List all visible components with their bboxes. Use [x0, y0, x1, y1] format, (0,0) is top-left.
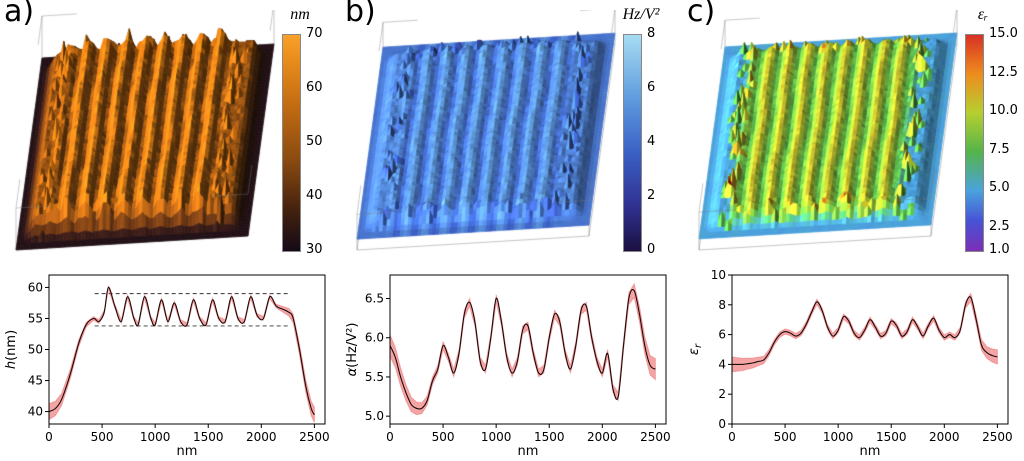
colorbar-title-permittivity: εᵣ	[977, 6, 989, 23]
y-axis-label: h(nm)	[4, 330, 19, 369]
colorbar-dissipation: Hz/V² 8 6 4 2 0	[621, 6, 681, 264]
panel-c: c) εᵣ 15.0 12.5 10.0 7.5 5.0 2.5 1.0 0 2 4 6 8 10 0 5…	[683, 0, 1024, 461]
x-tick-label: 2500	[299, 430, 330, 444]
error-band	[390, 282, 656, 416]
y-tick-label: 8	[718, 298, 726, 312]
profile-line	[732, 296, 998, 365]
y-tick-label: 45	[28, 374, 43, 388]
x-tick-label: 1500	[534, 430, 565, 444]
x-axis-label: nm	[518, 444, 539, 459]
panel-label-c: c)	[687, 0, 716, 29]
surface-3d-topography	[4, 10, 282, 262]
y-tick-label: 50	[28, 343, 43, 357]
colorbar-permittivity: εᵣ 15.0 12.5 10.0 7.5 5.0 2.5 1.0	[963, 6, 1023, 264]
x-tick-label: 1000	[481, 430, 512, 444]
colorbar-tick-label: 50	[306, 134, 323, 149]
colorbar-gradient	[623, 34, 642, 252]
y-tick-label: 60	[28, 280, 43, 294]
panel-b: b) Hz/V² 8 6 4 2 0 5.0 5.5 6.0 6.5 0 500 1000 1500 2…	[341, 0, 683, 461]
colorbar-title-dissipation: Hz/V²	[622, 6, 660, 23]
x-tick-label: 2000	[587, 430, 618, 444]
colorbar-tick-label: 40	[306, 188, 323, 203]
y-tick-label: 0	[718, 417, 726, 431]
plot-frame	[731, 274, 1009, 425]
y-axis-label: α(Hz/V²)	[345, 323, 360, 377]
colorbar-tick-label: 15.0	[989, 26, 1018, 41]
colorbar-tick-label: 10.0	[989, 103, 1018, 119]
x-tick-label: 0	[386, 430, 394, 444]
panel-label-b: b)	[345, 0, 376, 29]
surface-3d-dissipation	[345, 10, 623, 262]
panel-a: a) nm 70 60 50 40 30 40 45 50 55 60 0 500 1000 1500 2…	[0, 0, 341, 461]
error-band	[49, 285, 315, 423]
x-axis-label: nm	[177, 444, 198, 459]
profile-line	[49, 286, 315, 415]
x-tick-label: 1000	[140, 430, 171, 444]
x-tick-label: 2000	[246, 430, 277, 444]
x-tick-label: 2500	[982, 430, 1013, 444]
surface-3d-permittivity	[687, 10, 965, 262]
colorbar-gradient	[965, 34, 984, 252]
colorbar-tick-label: 0	[647, 242, 656, 257]
y-axis-label: εr	[687, 343, 704, 355]
x-tick-label: 1500	[193, 430, 224, 444]
colorbar-tick-label: 30	[306, 242, 323, 257]
x-tick-label: 1000	[823, 430, 854, 444]
x-tick-label: 500	[432, 430, 455, 444]
dissipation-profile-chart: 5.0 5.5 6.0 6.5 0 500 1000 1500 2000 2500 nm α(Hz/V…	[345, 274, 671, 459]
error-band	[732, 292, 998, 373]
colorbar-tick-label: 1.0	[989, 242, 1010, 257]
colorbar-tick-label: 2.5	[989, 218, 1010, 234]
y-tick-label: 4	[718, 357, 726, 371]
x-tick-label: 500	[91, 430, 114, 444]
x-tick-label: 0	[45, 430, 53, 444]
x-tick-label: 2000	[929, 430, 960, 444]
y-tick-label: 5.5	[365, 370, 384, 384]
colorbar-tick-label: 2	[647, 188, 656, 203]
colorbar-gradient	[282, 34, 301, 252]
colorbar-tick-label: 8	[647, 26, 656, 41]
x-axis-label: nm	[860, 444, 881, 459]
colorbar-ticks: 15.0 12.5 10.0 7.5 5.0 2.5 1.0	[989, 6, 1023, 264]
y-tick-label: 5.0	[365, 409, 384, 423]
x-tick-label: 1500	[876, 430, 907, 444]
profile-line	[390, 288, 656, 410]
colorbar-tick-label: 5.0	[989, 180, 1010, 196]
y-tick-label: 6.0	[365, 331, 384, 345]
y-tick-label: 55	[28, 311, 43, 325]
plot-frame	[48, 274, 326, 425]
y-tick-label: 40	[28, 405, 43, 419]
x-tick-label: 2500	[640, 430, 671, 444]
colorbar-tick-label: 6	[647, 80, 656, 95]
colorbar-tick-label: 70	[306, 26, 323, 41]
x-tick-label: 500	[774, 430, 797, 444]
y-tick-label: 10	[711, 268, 726, 282]
height-profile-chart: 40 45 50 55 60 0 500 1000 1500 2000 2500 nm h(nm)	[4, 274, 330, 459]
colorbar-tick-label: 12.5	[989, 64, 1018, 80]
plot-frame	[389, 274, 667, 425]
colorbar-height: nm 70 60 50 40 30	[280, 6, 340, 264]
panel-label-a: a)	[4, 0, 35, 29]
y-tick-label: 2	[718, 387, 726, 401]
x-tick-label: 0	[728, 430, 736, 444]
colorbar-title-height: nm	[290, 6, 310, 23]
y-tick-label: 6.5	[365, 292, 384, 306]
colorbar-tick-label: 4	[647, 134, 656, 149]
colorbar-ticks: 70 60 50 40 30	[306, 6, 340, 264]
permittivity-profile-chart: 0 2 4 6 8 10 0 500 1000 1500 2000 2500 nm εr	[687, 268, 1013, 459]
y-tick-label: 6	[718, 328, 726, 342]
colorbar-ticks: 8 6 4 2 0	[647, 6, 681, 264]
colorbar-tick-label: 60	[306, 80, 323, 95]
colorbar-tick-label: 7.5	[989, 141, 1010, 157]
